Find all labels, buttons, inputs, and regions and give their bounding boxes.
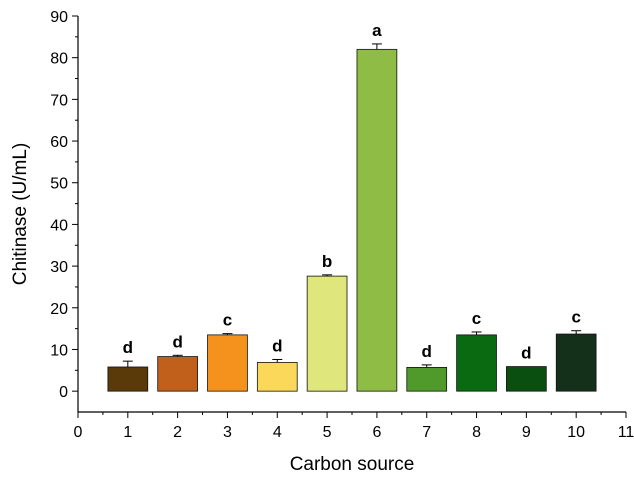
x-tick-label: 6 [372, 424, 381, 441]
y-tick-label: 80 [50, 51, 68, 68]
x-tick-label: 8 [472, 424, 481, 441]
y-tick-label: 70 [50, 92, 68, 109]
x-tick-label: 9 [522, 424, 531, 441]
x-tick-label: 7 [422, 424, 431, 441]
bar [306, 275, 348, 392]
bar [356, 48, 398, 392]
y-tick-label: 10 [50, 342, 68, 359]
x-tick-label: 2 [173, 424, 182, 441]
x-tick-label: 11 [618, 424, 634, 441]
x-tick-label: 3 [223, 424, 232, 441]
y-tick-label: 40 [50, 217, 68, 234]
bar-series: d d c d b a d c d c [107, 21, 597, 392]
y-axis-ticks: 0 10 20 30 40 50 60 70 80 90 [50, 9, 78, 401]
bar [207, 334, 248, 392]
y-tick-label: 20 [50, 301, 68, 318]
bar [555, 333, 597, 392]
bar [107, 366, 149, 392]
x-tick-label: 1 [123, 424, 132, 441]
y-tick-label: 0 [59, 384, 68, 401]
bar [456, 334, 497, 392]
x-axis-title: Carbon source [290, 454, 415, 475]
significance-label: a [372, 21, 382, 40]
bar [406, 366, 448, 392]
significance-label: c [223, 311, 232, 330]
x-tick-label: 4 [273, 424, 282, 441]
significance-label: d [422, 342, 432, 361]
significance-label: c [571, 308, 580, 327]
y-tick-label: 50 [50, 176, 68, 193]
bar [256, 361, 298, 392]
y-tick-label: 60 [50, 134, 68, 151]
x-axis-ticks: 0 1 2 3 4 5 6 7 8 9 10 11 [74, 412, 634, 441]
y-axis-title: Chitinase (U/mL) [10, 143, 31, 286]
significance-label: d [123, 338, 133, 357]
bar [506, 366, 547, 392]
y-tick-label: 90 [50, 9, 68, 26]
bar [157, 356, 198, 392]
significance-label: d [272, 336, 282, 355]
significance-label: c [472, 309, 481, 328]
y-tick-label: 30 [50, 259, 68, 276]
significance-label: d [172, 332, 182, 351]
x-tick-label: 0 [74, 424, 83, 441]
significance-label: d [521, 344, 531, 363]
x-tick-label: 10 [567, 424, 585, 441]
significance-label: b [322, 252, 332, 271]
x-tick-label: 5 [323, 424, 332, 441]
